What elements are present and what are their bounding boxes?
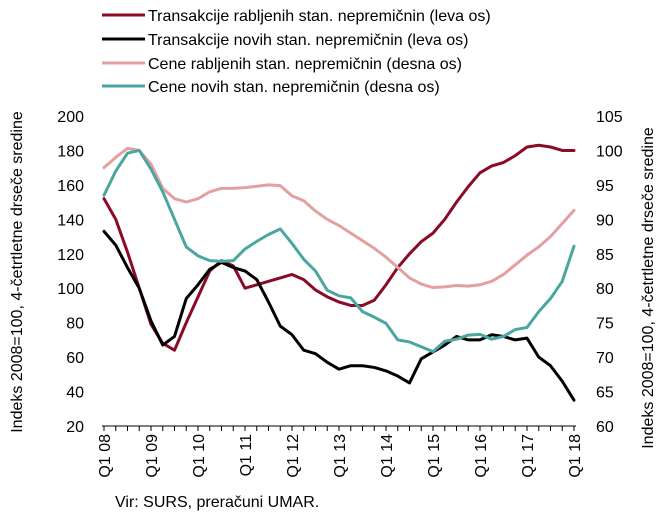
series-line-2 (102, 229, 576, 402)
left-tick-label: 160 (57, 178, 84, 195)
x-tick-label: Q1 09 (144, 434, 161, 478)
right-tick-label: 85 (596, 247, 614, 264)
x-tick-label: Q1 14 (379, 434, 396, 478)
left-axis-title: Indeks 2008=100, 4-četrtletne drseče sre… (9, 111, 26, 433)
right-tick-label: 65 (596, 385, 614, 402)
right-tick-label: 100 (596, 143, 623, 160)
x-tick-label: Q1 17 (520, 434, 537, 478)
right-tick-label: 105 (596, 109, 623, 126)
series-line-3 (102, 146, 576, 290)
x-tick-label: Q1 18 (567, 434, 584, 478)
left-tick-label: 200 (57, 109, 84, 126)
right-tick-label: 60 (596, 419, 614, 436)
x-tick-label: Q1 13 (332, 434, 349, 478)
right-tick-label: 80 (596, 281, 614, 298)
x-tick-label: Q1 11 (238, 434, 255, 477)
legend-label-3: Cene rabljenih stan. nepremičnin (desna … (148, 56, 462, 73)
right-tick-label: 75 (596, 316, 614, 333)
series-line-4 (102, 148, 576, 354)
right-tick-label: 70 (596, 350, 614, 367)
right-axis-ticks: 60 65 70 75 80 85 90 95 100 105 (596, 109, 623, 436)
right-tick-label: 90 (596, 212, 614, 229)
legend-label-4: Cene novih stan. nepremičnin (desna os) (148, 79, 440, 96)
legend-label-2: Transakcije novih stan. nepremičnin (lev… (148, 32, 468, 49)
x-tick-label: Q1 16 (473, 434, 490, 478)
left-tick-label: 40 (66, 385, 84, 402)
left-tick-label: 120 (57, 247, 84, 264)
chart: Transakcije rabljenih stan. nepremičnin … (9, 8, 657, 478)
legend: Transakcije rabljenih stan. nepremičnin … (102, 8, 491, 96)
x-tick-label: Q1 08 (97, 434, 114, 478)
left-tick-label: 100 (57, 281, 84, 298)
series-line-1 (102, 143, 576, 352)
left-tick-label: 80 (66, 316, 84, 333)
right-tick-label: 95 (596, 178, 614, 195)
left-tick-label: 140 (57, 212, 84, 229)
plot-area (102, 143, 576, 402)
right-axis-title: Indeks 2008=100, 4-četrtletne drseče sre… (640, 127, 657, 449)
source-note: Vir: SURS, preračuni UMAR. (115, 494, 320, 511)
x-tick-label: Q1 12 (285, 434, 302, 478)
left-tick-label: 180 (57, 143, 84, 160)
x-axis-ticks: Q1 08 Q1 09 Q1 10 Q1 11 Q1 12 Q1 13 Q1 14 Q1 15… (97, 425, 584, 478)
legend-label-1: Transakcije rabljenih stan. nepremičnin … (148, 8, 491, 25)
left-tick-label: 20 (66, 419, 84, 436)
left-axis-ticks: 20 40 60 80 100 120 140 160 180 200 (57, 109, 84, 436)
x-tick-label: Q1 10 (191, 434, 208, 478)
left-tick-label: 60 (66, 350, 84, 367)
x-tick-label: Q1 15 (426, 434, 443, 478)
